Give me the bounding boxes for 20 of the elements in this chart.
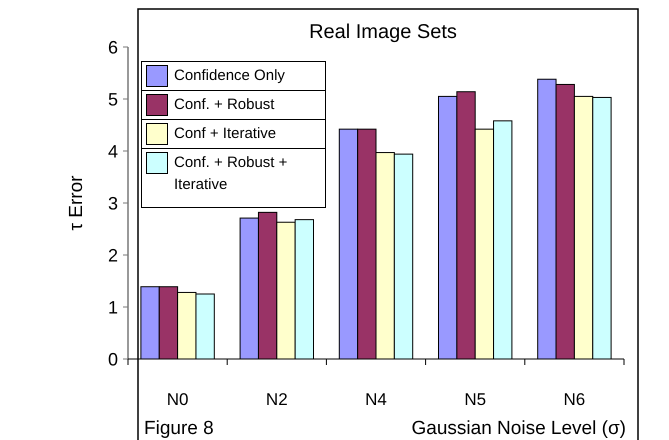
y-tick-label: 1	[108, 297, 118, 318]
x-tick-label: N0	[166, 390, 188, 409]
y-tick-label: 3	[108, 193, 118, 214]
y-tick-label: 0	[108, 349, 118, 370]
x-tick-label: N4	[365, 390, 387, 409]
x-tick-label: N2	[266, 390, 288, 409]
legend-label: Confidence Only	[174, 66, 285, 86]
y-tick-label: 6	[108, 37, 118, 58]
x-tick-label: N5	[464, 390, 486, 409]
x-axis-title: Gaussian Noise Level (σ)	[412, 418, 626, 439]
legend-label: Conf + Iterative	[174, 124, 276, 144]
y-tick-label: 2	[108, 245, 118, 266]
y-tick-label: 5	[108, 89, 118, 110]
legend-label: Conf. + Robust + Iterative	[174, 153, 288, 195]
legend-label: Conf. + Robust	[174, 95, 274, 115]
x-tick-label: N6	[564, 390, 586, 409]
y-tick-label: 4	[108, 141, 118, 162]
caption: Figure 8	[144, 418, 214, 439]
chart-title: Real Image Sets	[309, 21, 457, 43]
y-axis-title: τ Error	[66, 174, 87, 231]
